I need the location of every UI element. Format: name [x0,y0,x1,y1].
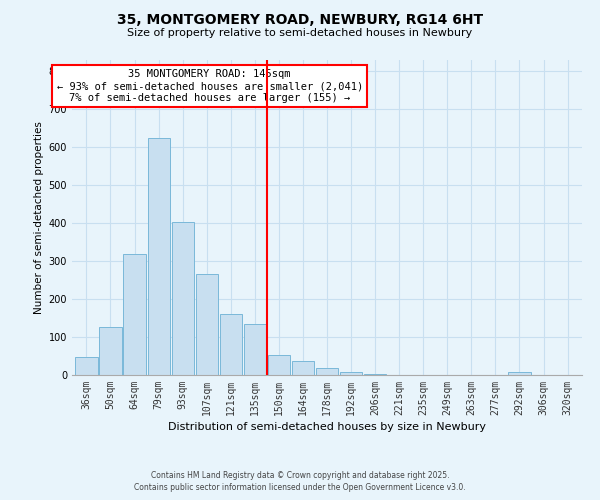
Text: Contains HM Land Registry data © Crown copyright and database right 2025.
Contai: Contains HM Land Registry data © Crown c… [134,471,466,492]
Bar [124,254,146,375]
Y-axis label: Number of semi-detached properties: Number of semi-detached properties [34,121,44,314]
Bar [364,374,386,375]
Bar [268,356,290,375]
Text: 35, MONTGOMERY ROAD, NEWBURY, RG14 6HT: 35, MONTGOMERY ROAD, NEWBURY, RG14 6HT [117,12,483,26]
Bar [292,362,314,375]
Bar [220,314,242,375]
Bar [196,274,218,375]
Bar [76,357,98,375]
Bar [100,327,122,375]
Text: Size of property relative to semi-detached houses in Newbury: Size of property relative to semi-detach… [127,28,473,38]
Bar [172,222,194,375]
X-axis label: Distribution of semi-detached houses by size in Newbury: Distribution of semi-detached houses by … [168,422,486,432]
Bar [244,324,266,375]
Text: 35 MONTGOMERY ROAD: 145sqm
← 93% of semi-detached houses are smaller (2,041)
7% : 35 MONTGOMERY ROAD: 145sqm ← 93% of semi… [56,70,363,102]
Bar [148,138,170,375]
Bar [508,372,530,375]
Bar [340,372,362,375]
Bar [316,368,338,375]
